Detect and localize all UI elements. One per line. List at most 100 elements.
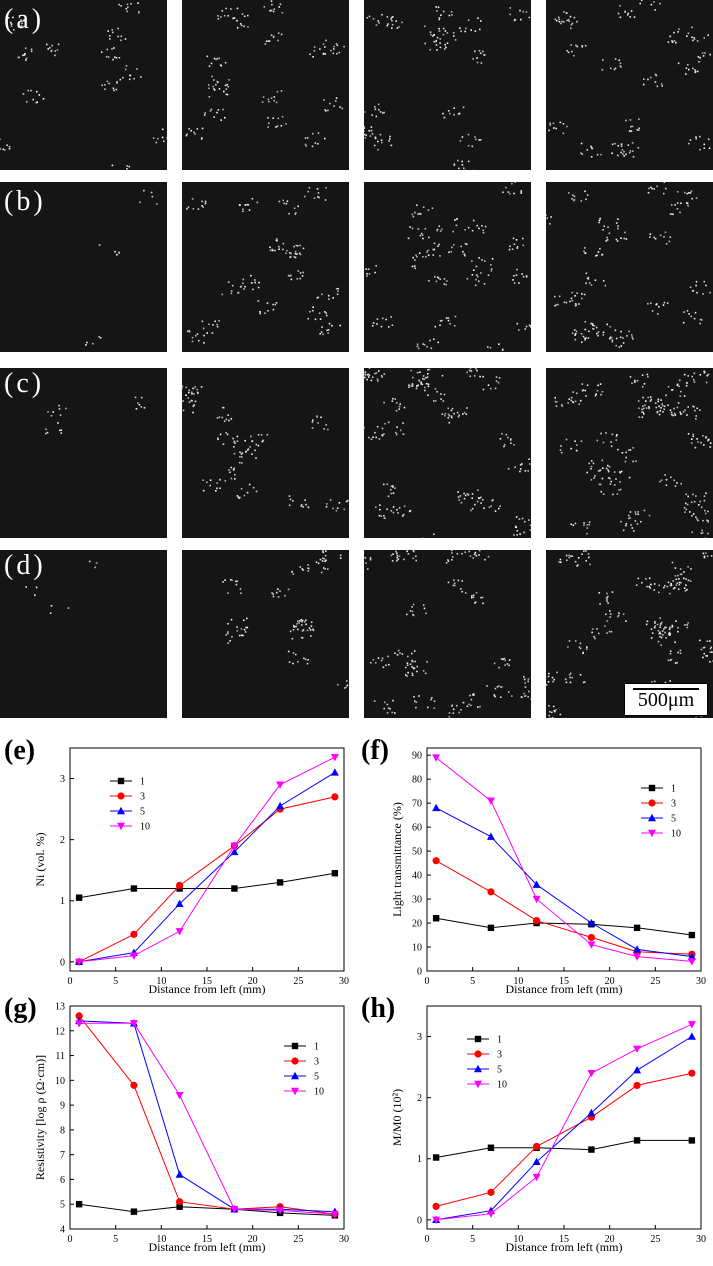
chart-f: 0 5 10 15 20 25 300102030405060708090Distance … [390,747,706,996]
micrograph-image [25,560,98,614]
series-line [79,771,336,963]
data-point [687,958,696,966]
data-point [432,915,440,922]
x-tick-label: 25 [293,1234,303,1245]
y-tick-label: 1 [60,896,65,907]
x-tick-label: 30 [339,1234,349,1245]
scale-bar-line [633,688,699,690]
x-tick-label: 20 [248,976,258,987]
x-tick-label: 5 [113,976,118,987]
data-point [75,1020,84,1028]
micrograph-image [185,0,345,148]
data-point [330,768,339,776]
data-point [231,885,238,892]
legend-label: 10 [140,822,150,833]
y-tick-label: 11 [55,1051,65,1062]
y-tick-label: 70 [412,799,422,810]
data-point [587,918,596,927]
legend-label: 1 [671,784,676,795]
x-tick-label: 5 [113,1234,118,1245]
chart-panel-h: 0 5 10 15 20 25 30 0 1 2 3 Distance from left (mm) M… [357,993,713,1265]
data-point [176,1198,184,1206]
data-point [486,797,495,805]
data-point [588,1146,595,1153]
data-point [533,1142,541,1151]
x-tick-label: 30 [696,976,706,987]
legend-marker [117,792,125,800]
data-point [75,1012,83,1020]
x-tick-label: 15 [559,976,569,987]
y-tick-label: 80 [412,775,422,786]
data-point [587,933,595,942]
y-tick-label: 20 [412,919,422,930]
data-point [633,1081,641,1090]
micrograph-tile [364,182,531,352]
legend-label: 3 [140,792,145,803]
data-point [130,1208,138,1215]
data-point [688,1137,696,1144]
series-line [435,757,692,962]
chart-panel-f: 0 5 10 15 20 25 30 0 10 20 30 40 50 60 70 80 90 Distance … [357,735,713,1007]
x-tick-label: 15 [559,1234,569,1245]
y-axis-label: Ni (vol. %) [33,832,47,886]
x-tick-label: 20 [605,1234,615,1245]
y-tick-label: 7 [60,1150,65,1161]
legend-marker [291,1071,299,1080]
y-axis-label: Resistivity [log ρ (Ω·cm)] [33,1055,47,1180]
micrograph-image [45,396,146,435]
y-tick-label: 10 [55,1076,65,1087]
data-point [487,1144,495,1151]
micrograph-tile [546,0,713,170]
data-point [276,801,285,810]
y-tick-label: 60 [412,823,422,834]
data-point [486,832,495,840]
legend-label: 5 [140,807,145,818]
x-tick-label: 25 [650,976,660,987]
legend-label: 3 [671,799,676,810]
y-tick-label: 5 [60,1200,65,1211]
data-point [432,754,441,762]
y-tick-label: 90 [412,751,422,762]
x-tick-label: 10 [513,1234,523,1245]
y-tick-label: 13 [55,1002,65,1013]
legend-label: 1 [140,777,145,788]
data-point [230,842,239,850]
legend-label: 10 [314,1087,324,1098]
data-point [276,781,285,789]
micrograph-tile [364,0,531,170]
x-tick-label: 20 [248,1234,258,1245]
micrograph-tile [182,550,349,718]
x-tick-label: 0 [425,976,430,987]
series-line [79,872,335,899]
data-point [129,1020,138,1028]
data-point [175,899,184,907]
micrograph-image [364,550,531,718]
legend-label: 10 [671,829,681,840]
series-line [79,1022,335,1215]
data-point [688,931,696,939]
scale-bar-label: 500μm [637,689,695,711]
micrograph-tile [0,0,167,170]
micrograph-tile [0,368,167,538]
x-tick-label: 10 [156,976,166,987]
x-tick-label: 5 [470,1234,475,1245]
legend-label: 1 [314,1042,319,1053]
legend-marker [117,822,125,831]
data-point [688,1069,696,1077]
x-tick-label: 15 [202,976,212,987]
panel-label-g: (g) [4,993,37,1024]
y-tick-label: 2 [417,1093,422,1104]
series-line [435,860,692,955]
data-point [276,879,284,886]
micrograph-tile [182,182,349,352]
y-tick-label: 12 [55,1026,65,1037]
data-point [176,1203,183,1210]
chart-panel-e: 0 5 10 15 20 25 30 0 1 2 3 Distance from left (mm) N… [0,735,356,1007]
series-line [79,1203,335,1216]
data-point [487,924,495,932]
panel-label-e: (e) [4,735,36,766]
y-axis-label: M/M0 (10²) [390,1089,404,1146]
